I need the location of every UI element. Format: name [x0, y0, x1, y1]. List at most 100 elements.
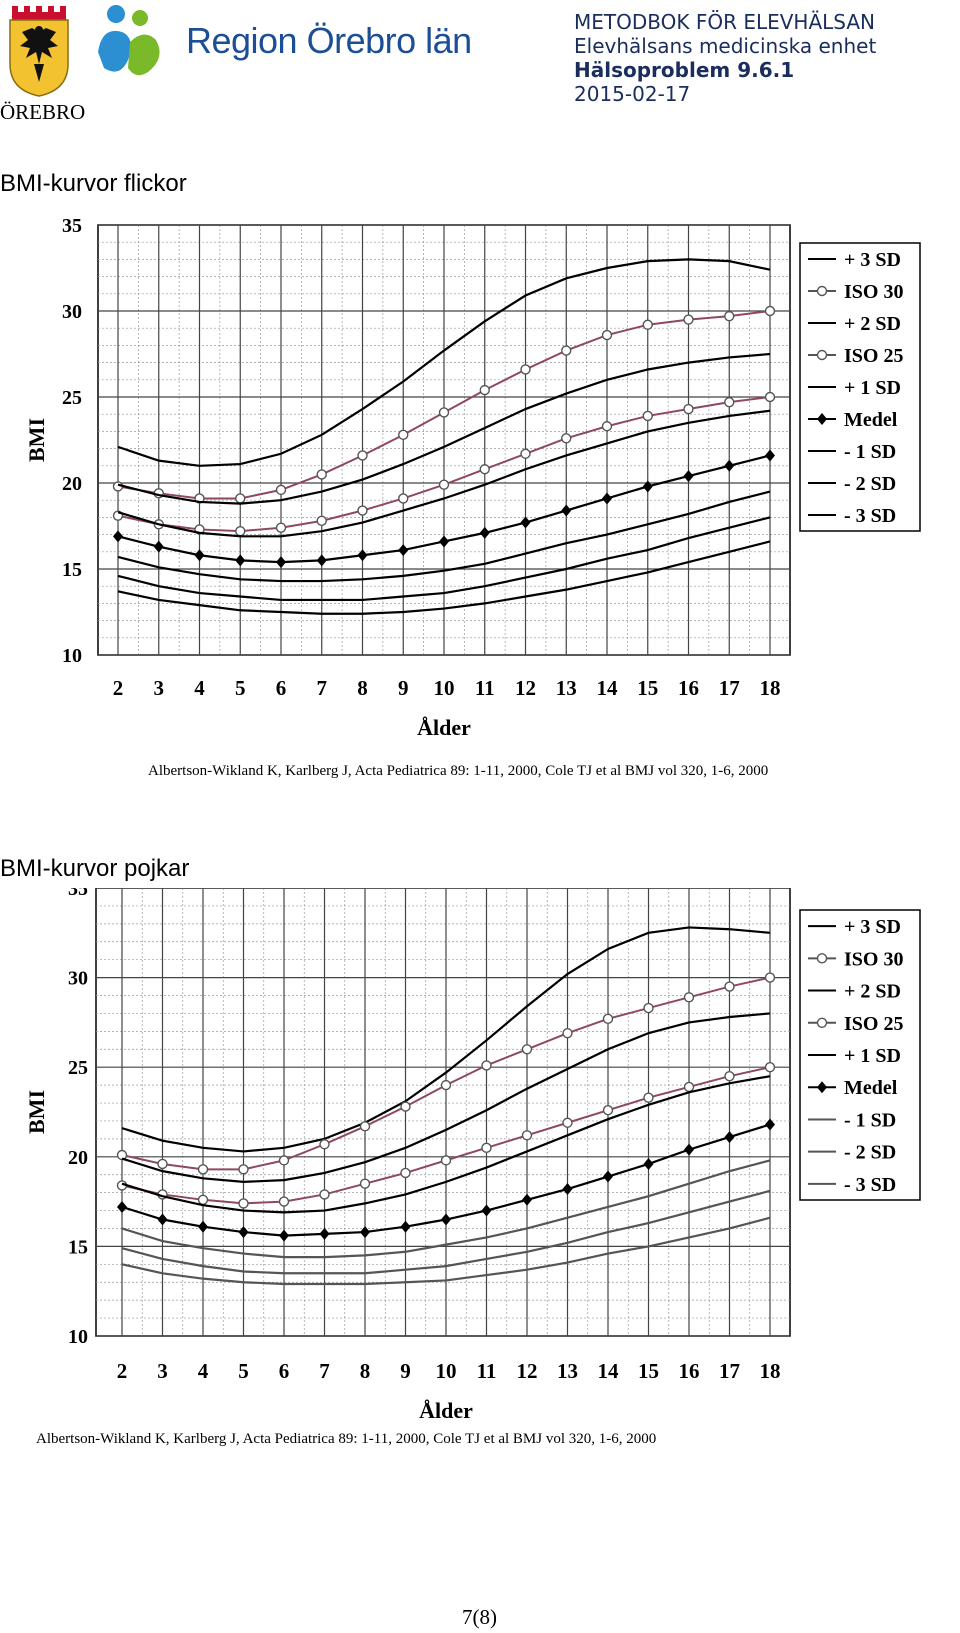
x-tick-label: 13: [557, 1359, 578, 1383]
x-tick-label: 15: [637, 676, 658, 700]
x-tick-label: 18: [760, 676, 781, 700]
data-point: [398, 429, 409, 441]
data-point: [319, 1139, 330, 1150]
x-tick-label: 11: [475, 676, 495, 700]
doc-title: METODBOK FÖR ELEVHÄLSAN: [574, 10, 876, 34]
x-tick-label: 12: [515, 676, 536, 700]
data-point: [398, 493, 409, 504]
data-point: [603, 1170, 613, 1183]
legend-label: - 1 SD: [844, 1109, 896, 1131]
x-tick-label: 6: [276, 676, 287, 700]
city-label: ÖREBRO: [0, 100, 86, 124]
data-point: [481, 1142, 492, 1154]
legend-marker: [817, 413, 827, 425]
legend-marker: [817, 1081, 827, 1094]
y-tick-label: 10: [68, 1326, 88, 1348]
legend-label: - 3 SD: [844, 1174, 896, 1196]
data-point: [643, 1092, 654, 1103]
data-point: [194, 549, 205, 562]
legend-marker: [816, 349, 828, 361]
data-point: [400, 1101, 411, 1112]
data-point: [561, 433, 572, 444]
doc-date: 2015-02-17: [574, 82, 691, 106]
x-tick-label: 4: [194, 676, 205, 700]
legend-label: + 2 SD: [844, 981, 901, 1003]
y-tick-label: 15: [62, 559, 82, 581]
x-tick-label: 17: [719, 676, 740, 700]
data-point: [765, 449, 775, 462]
data-point: [235, 554, 246, 567]
series-line: [117, 352, 771, 505]
data-point: [479, 464, 490, 475]
data-point: [157, 1213, 168, 1226]
data-point: [724, 1070, 735, 1082]
data-point: [276, 556, 286, 569]
legend-marker: [816, 285, 828, 297]
data-point: [764, 305, 776, 317]
x-tick-label: 13: [556, 676, 577, 700]
x-tick-label: 3: [154, 676, 165, 700]
x-tick-label: 16: [678, 676, 699, 700]
legend-label: ISO 25: [844, 345, 903, 367]
data-point: [520, 516, 531, 529]
data-point: [117, 1200, 127, 1213]
data-point: [235, 493, 246, 504]
x-tick-label: 2: [117, 1359, 128, 1383]
legend-label: + 3 SD: [844, 916, 901, 938]
x-tick-label: 17: [719, 1359, 740, 1383]
page-number: 7(8): [462, 1605, 497, 1629]
coat-of-arms-icon: [9, 6, 69, 97]
data-point: [561, 504, 572, 517]
y-tick-label: 25: [68, 1057, 88, 1079]
data-point: [197, 1164, 209, 1175]
y-axis-title: BMI: [24, 1090, 49, 1134]
boys-bmi-chart: 10 15 20 25 30 35 2 3 4 5 6 7 8 9 10 11 12 13 14 15 16 17 18 BM…: [24, 888, 921, 1447]
data-point: [357, 450, 368, 461]
data-point: [316, 469, 327, 480]
data-point: [520, 448, 531, 459]
data-point: [316, 515, 327, 527]
data-point: [479, 384, 490, 396]
data-point: [724, 310, 735, 322]
data-point: [522, 1193, 532, 1206]
chart-citation: Albertson-Wikland K, Karlberg J, Acta Pe…: [148, 763, 768, 779]
x-tick-label: 8: [357, 676, 368, 700]
data-point: [765, 1118, 775, 1131]
legend-label: + 1 SD: [844, 377, 901, 399]
data-point: [275, 484, 287, 496]
boys-section-title: BMI-kurvor pojkar: [0, 855, 190, 882]
y-tick-label: 20: [68, 1147, 88, 1169]
data-point: [724, 981, 735, 992]
series-line: [121, 926, 771, 1153]
x-tick-label: 18: [760, 1359, 781, 1383]
region-logo-icon: [98, 5, 160, 76]
data-point: [724, 1131, 735, 1144]
data-point: [764, 1061, 776, 1073]
chart-citation: Albertson-Wikland K, Karlberg J, Acta Pe…: [36, 1431, 656, 1447]
data-point: [441, 1213, 451, 1226]
doc-section: Hälsoproblem 9.6.1: [574, 58, 795, 82]
x-axis-title: Ålder: [417, 715, 471, 740]
x-tick-label: 8: [360, 1359, 371, 1383]
doc-unit: Elevhälsans medicinska enhet: [574, 34, 877, 58]
data-point: [561, 345, 572, 356]
data-point: [278, 1155, 290, 1166]
x-tick-label: 7: [317, 676, 328, 700]
plot-area: [95, 888, 791, 1337]
x-tick-label: 6: [279, 1359, 290, 1383]
data-point: [360, 1226, 370, 1239]
series-line: [121, 1012, 771, 1183]
girls-section-title: BMI-kurvor flickor: [0, 170, 187, 197]
legend-label: - 1 SD: [844, 441, 896, 463]
data-point: [684, 1143, 694, 1156]
series-line: [121, 1189, 771, 1275]
x-tick-label: 14: [597, 676, 619, 700]
data-point: [764, 391, 776, 403]
x-tick-label: 10: [434, 676, 455, 700]
data-point: [153, 540, 164, 553]
series-line: [121, 1159, 771, 1259]
y-tick-label: 35: [62, 215, 82, 237]
series-line: [117, 516, 771, 602]
x-tick-label: 7: [319, 1359, 330, 1383]
data-point: [116, 1149, 128, 1161]
